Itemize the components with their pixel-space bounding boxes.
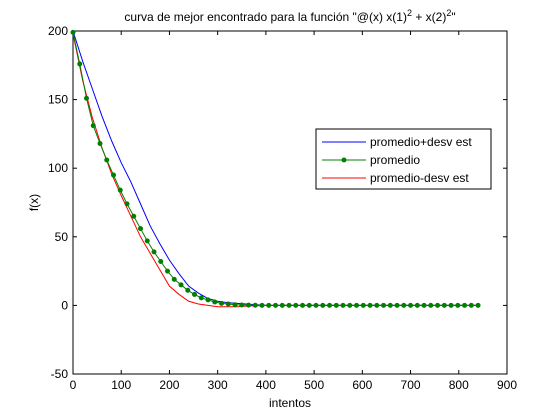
series-point-promedio xyxy=(375,303,379,307)
series-point-promedio xyxy=(152,250,156,254)
series-point-promedio xyxy=(199,296,203,300)
x-tick-label: 0 xyxy=(70,378,77,392)
legend-entry-label: promedio xyxy=(370,153,420,167)
series-point-promedio xyxy=(402,303,406,307)
series-point-promedio xyxy=(139,227,143,231)
y-tick-label: 200 xyxy=(48,24,68,38)
legend: promedio+desv est promedio promedio-desv e… xyxy=(316,129,491,189)
series-point-promedio xyxy=(274,303,278,307)
series-point-promedio xyxy=(429,303,433,307)
series-point-promedio xyxy=(442,303,446,307)
series-point-promedio xyxy=(334,303,338,307)
series-point-promedio xyxy=(469,303,473,307)
x-tick-label: 300 xyxy=(208,378,228,392)
series-point-promedio xyxy=(361,303,365,307)
series-point-promedio xyxy=(132,214,136,218)
series-point-promedio xyxy=(280,303,284,307)
series-point-promedio xyxy=(348,303,352,307)
y-axis-label: f(x) xyxy=(27,194,41,211)
series-point-promedio xyxy=(145,239,149,243)
series-point-promedio xyxy=(253,303,257,307)
series-point-promedio xyxy=(118,188,122,192)
series-point-promedio xyxy=(213,300,217,304)
series-point-promedio xyxy=(193,292,197,296)
y-tick-label: -50 xyxy=(51,367,69,381)
series-point-promedio xyxy=(341,303,345,307)
series-point-promedio xyxy=(233,303,237,307)
series-point-promedio xyxy=(159,259,163,263)
x-axis-label: intentos xyxy=(269,396,311,410)
series-point-promedio xyxy=(321,303,325,307)
y-tick-label: 100 xyxy=(48,161,68,175)
series-point-promedio xyxy=(206,298,210,302)
series-point-promedio xyxy=(314,303,318,307)
series-point-promedio xyxy=(125,202,129,206)
series-point-promedio xyxy=(166,269,170,273)
x-tick-label: 700 xyxy=(401,378,421,392)
series-point-promedio xyxy=(294,303,298,307)
x-tick-label: 400 xyxy=(256,378,276,392)
series-point-promedio xyxy=(172,277,176,281)
x-tick-label: 800 xyxy=(449,378,469,392)
series-point-promedio xyxy=(395,303,399,307)
series-point-promedio xyxy=(307,303,311,307)
series-point-promedio xyxy=(85,96,89,100)
series-point-promedio xyxy=(91,124,95,128)
series-point-promedio xyxy=(287,303,291,307)
series-point-promedio xyxy=(463,303,467,307)
legend-entry-label: promedio-desv est xyxy=(370,171,469,185)
y-tick-label: 150 xyxy=(48,93,68,107)
series-point-promedio xyxy=(449,303,453,307)
x-tick-label: 200 xyxy=(159,378,179,392)
series-point-promedio xyxy=(456,303,460,307)
series-point-promedio xyxy=(267,303,271,307)
y-tick-label: 0 xyxy=(61,298,68,312)
series-point-promedio xyxy=(476,303,480,307)
axes-box xyxy=(73,31,507,374)
series-point-promedio xyxy=(240,303,244,307)
series-point-promedio xyxy=(226,302,230,306)
series-point-promedio xyxy=(260,303,264,307)
legend-marker xyxy=(342,158,346,162)
series-point-promedio xyxy=(301,303,305,307)
chart-title: curva de mejor encontrado para la funció… xyxy=(124,8,455,24)
legend-entry-label: promedio+desv est xyxy=(370,135,472,149)
series-point-promedio xyxy=(179,283,183,287)
series-point-promedio xyxy=(220,301,224,305)
series-point-promedio xyxy=(415,303,419,307)
x-tick-label: 600 xyxy=(352,378,372,392)
series-point-promedio xyxy=(98,142,102,146)
x-tick-label: 100 xyxy=(111,378,131,392)
series-point-promedio xyxy=(382,303,386,307)
x-tick-label: 900 xyxy=(497,378,517,392)
series-point-promedio xyxy=(388,303,392,307)
series-point-promedio xyxy=(368,303,372,307)
plot-area: 0 100 200 300 400 500 600 700 800 900-50050100150… xyxy=(48,24,517,392)
series-point-promedio xyxy=(422,303,426,307)
series-point-promedio xyxy=(355,303,359,307)
series-point-promedio xyxy=(71,30,75,34)
series-point-promedio xyxy=(105,158,109,162)
series-point-promedio xyxy=(186,288,190,292)
series-point-promedio xyxy=(112,173,116,177)
series-point-promedio xyxy=(436,303,440,307)
y-tick-label: 50 xyxy=(55,230,69,244)
series-point-promedio xyxy=(78,62,82,66)
x-tick-label: 500 xyxy=(304,378,324,392)
series-point-promedio xyxy=(247,303,251,307)
series-point-promedio xyxy=(409,303,413,307)
series-point-promedio xyxy=(328,303,332,307)
